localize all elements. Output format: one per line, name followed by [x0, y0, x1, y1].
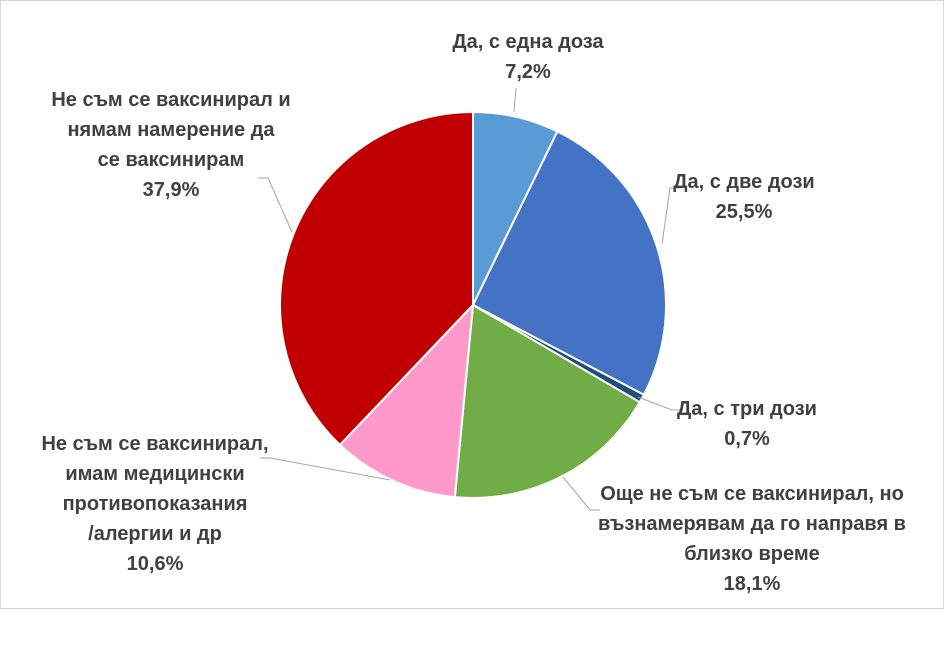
slice-label-5-line-4: /алергии и др [88, 523, 222, 545]
slice-label-6-line-3: се ваксинирам [98, 149, 245, 171]
slice-value-label-4: 18,1% [724, 573, 781, 595]
pie-slice-4 [453, 303, 642, 499]
slice-label-3-line-1: Да, с три дози [677, 398, 817, 420]
slice-value-label-3: 0,7% [724, 428, 770, 450]
slice-label-2-line-1: Да, с две дози [673, 171, 814, 193]
slice-value-label-1: 7,2% [505, 61, 551, 83]
pie-slice-5 [338, 302, 475, 499]
leader-line-2 [661, 187, 680, 245]
slice-label-4-line-1: Още не съм се ваксинирал, но [600, 483, 904, 505]
slice-value-label-5: 10,6% [127, 553, 184, 575]
slice-label-4-line-3: близко време [684, 543, 820, 565]
slice-label-5-line-3: противопоказания [63, 493, 248, 515]
pie-slice-6 [279, 110, 474, 447]
slice-label-1-line-1: Да, с една доза [452, 31, 604, 53]
leader-line-5 [260, 457, 391, 481]
slice-label-4-line-2: възнамерявам да го направя в [598, 513, 906, 535]
leader-line-3 [637, 396, 682, 411]
leader-line-4 [562, 476, 600, 511]
slice-value-label-2: 25,5% [716, 201, 773, 223]
pie-slice-2 [471, 130, 667, 397]
leader-line-6 [258, 177, 293, 233]
slice-value-label-6: 37,9% [143, 179, 200, 201]
slice-label-5-line-1: Не съм се ваксинирал, [41, 433, 268, 455]
slice-label-6-line-2: нямам намерение да [67, 119, 275, 141]
slice-label-6-line-1: Не съм се ваксинирал и [51, 89, 290, 111]
leader-line-1 [513, 87, 517, 113]
slice-label-5-line-2: имам медицински [65, 463, 244, 485]
